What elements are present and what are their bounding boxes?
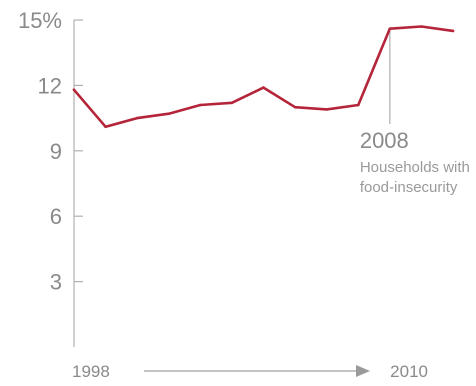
data-point	[420, 25, 423, 28]
annotation-text-line: Households with	[360, 159, 470, 176]
x-arrow-head	[356, 365, 370, 377]
x-end-label: 2010	[390, 362, 428, 381]
data-point	[199, 103, 202, 107]
annotation-2008: 2008 Households with food-insecurity	[360, 28, 470, 196]
data-point	[356, 103, 360, 107]
x-start-label: 1998	[72, 362, 110, 381]
y-tick-label: 12	[38, 73, 62, 98]
series-group	[72, 25, 455, 129]
y-axis: 15% 12 9 6 3	[18, 8, 83, 347]
y-tick-label: 9	[50, 139, 62, 164]
annotation-text-line: food-insecurity	[360, 179, 458, 196]
data-point	[72, 88, 76, 92]
data-point	[104, 125, 107, 129]
series-line	[72, 25, 455, 129]
data-point	[451, 29, 455, 33]
data-point	[325, 108, 328, 111]
y-tick-label: 6	[50, 204, 62, 229]
data-point	[167, 112, 171, 116]
data-point	[135, 116, 139, 120]
x-axis: 1998 2010	[72, 362, 428, 381]
y-tick-label: 15%	[18, 8, 62, 33]
data-point	[388, 27, 392, 31]
annotation-year: 2008	[360, 128, 409, 153]
data-point	[262, 86, 265, 89]
data-point	[230, 101, 234, 105]
y-tick-label: 3	[50, 270, 62, 295]
data-point	[293, 105, 297, 109]
